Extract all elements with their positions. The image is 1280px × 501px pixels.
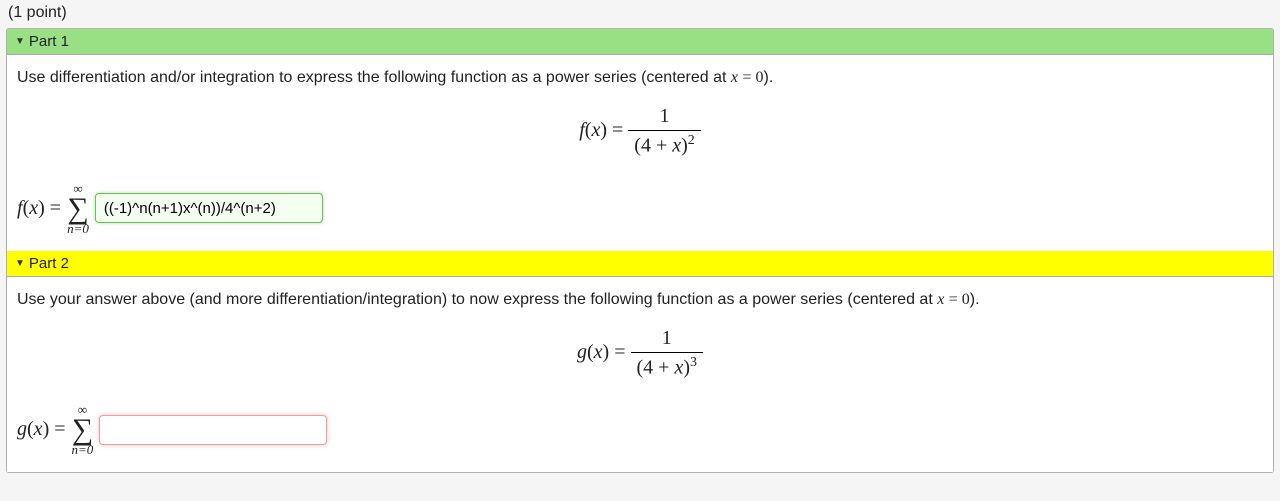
part2-answer-input[interactable] [99, 415, 327, 445]
part2-eq-num: 1 [631, 327, 704, 353]
part1-prompt: Use differentiation and/or integration t… [17, 69, 1263, 87]
part1-equation: f(x) = 1 (4 + x)2 [17, 105, 1263, 158]
part1-answer-input[interactable] [95, 193, 323, 223]
part1-answer-row: f(x) = ∞ ∑ n=0 [17, 182, 1263, 235]
part1-answer-lhs: f(x) = [17, 197, 61, 220]
summation-symbol: ∞ ∑ n=0 [72, 403, 94, 456]
part2-eq-exp: 3 [690, 355, 697, 370]
part2-body: Use your answer above (and more differen… [7, 277, 1273, 473]
part1-eq-num: 1 [628, 105, 701, 131]
points-label: (1 point) [0, 0, 1280, 28]
part2-prompt: Use your answer above (and more differen… [17, 291, 1263, 309]
part2-answer-lhs: g(x) = [17, 418, 66, 441]
problem-box: ▼ Part 1 Use differentiation and/or inte… [6, 28, 1274, 473]
part2-prompt-pre: Use your answer above (and more differen… [17, 291, 937, 308]
part2-equation: g(x) = 1 (4 + x)3 [17, 327, 1263, 380]
collapse-down-icon: ▼ [15, 36, 25, 47]
part2-prompt-post: ). [970, 291, 980, 308]
part1-header-label: Part 1 [29, 33, 69, 50]
part2-answer-row: g(x) = ∞ ∑ n=0 [17, 403, 1263, 456]
collapse-down-icon: ▼ [15, 258, 25, 269]
part2-header-label: Part 2 [29, 255, 69, 272]
part1-body: Use differentiation and/or integration t… [7, 55, 1273, 251]
part1-eq-exp: 2 [688, 133, 695, 148]
summation-symbol: ∞ ∑ n=0 [67, 182, 89, 235]
part1-prompt-post: ). [763, 69, 773, 86]
problem-container: (1 point) ▼ Part 1 Use differentiation a… [0, 0, 1280, 473]
part1-prompt-pre: Use differentiation and/or integration t… [17, 69, 731, 86]
part2-header[interactable]: ▼ Part 2 [7, 251, 1273, 277]
part1-header[interactable]: ▼ Part 1 [7, 29, 1273, 55]
